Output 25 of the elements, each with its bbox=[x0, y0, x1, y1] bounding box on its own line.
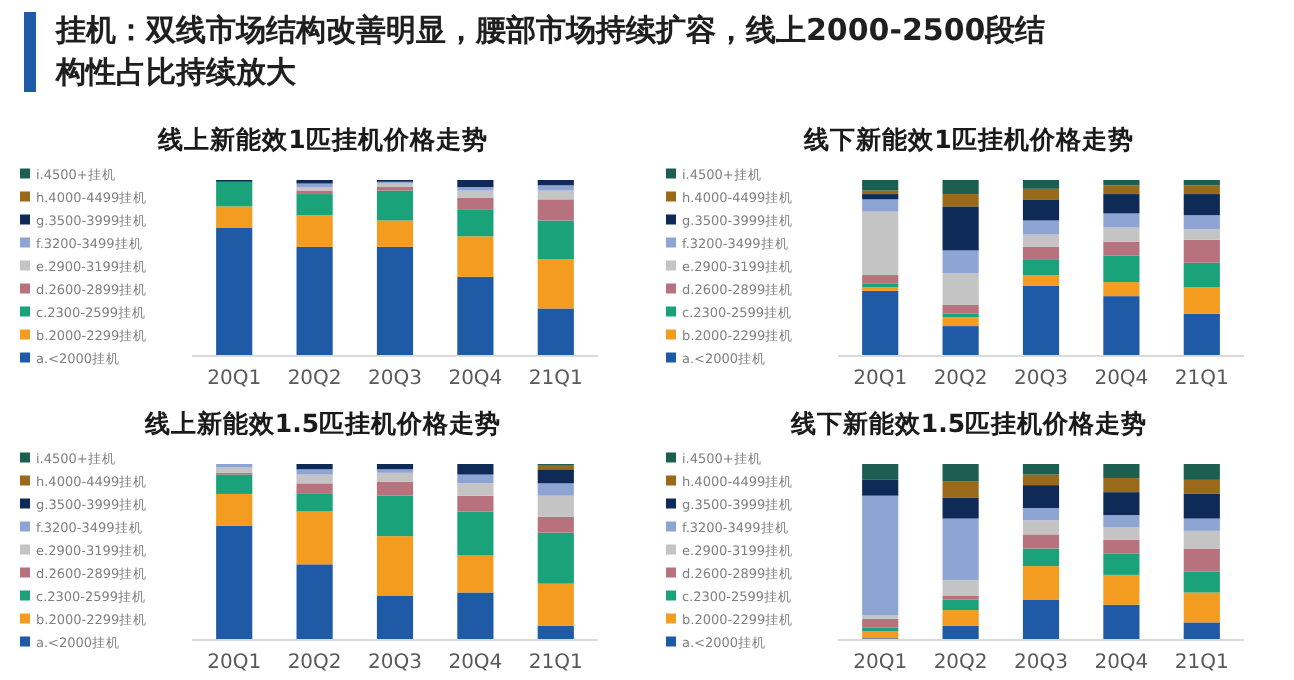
x-tick-label: 20Q3 bbox=[368, 368, 422, 390]
x-tick-label: 20Q4 bbox=[448, 368, 503, 390]
x-tick-label: 20Q4 bbox=[448, 652, 503, 674]
x-tick-label: 20Q4 bbox=[1094, 368, 1149, 390]
x-tick-label: 20Q2 bbox=[287, 368, 342, 390]
x-tick-label: 21Q1 bbox=[528, 368, 583, 390]
x-tick-label: 20Q2 bbox=[933, 368, 988, 390]
chart-title: 线上新能效1.5匹挂机价格走势 bbox=[142, 408, 502, 438]
x-tick-label: 21Q1 bbox=[1174, 368, 1229, 390]
x-tick-label: 20Q1 bbox=[207, 652, 262, 674]
x-tick-label: 20Q1 bbox=[853, 368, 908, 390]
chart-title: 线下新能效1匹挂机价格走势 bbox=[802, 124, 1134, 154]
text: 挂机：双线市场结构改善明显，腰部市场持续扩容，线上2000-2500段结构性占比持续放大 bbox=[54, 12, 1046, 90]
x-tick-label: 20Q3 bbox=[368, 652, 422, 674]
x-tick-label: 20Q3 bbox=[1014, 652, 1068, 674]
chart-title: 线下新能效1.5匹挂机价格走势 bbox=[788, 408, 1148, 438]
x-tick-label: 20Q3 bbox=[1014, 368, 1068, 390]
x-tick-label: 20Q4 bbox=[1094, 652, 1149, 674]
x-tick-label: 21Q1 bbox=[528, 652, 583, 674]
x-tick-label: 20Q2 bbox=[933, 652, 988, 674]
chart-title: 线上新能效1匹挂机价格走势 bbox=[156, 124, 488, 154]
x-tick-label: 20Q1 bbox=[207, 368, 262, 390]
x-tick-label: 21Q1 bbox=[1174, 652, 1229, 674]
x-tick-label: 20Q1 bbox=[853, 652, 908, 674]
x-tick-label: 20Q2 bbox=[287, 652, 342, 674]
